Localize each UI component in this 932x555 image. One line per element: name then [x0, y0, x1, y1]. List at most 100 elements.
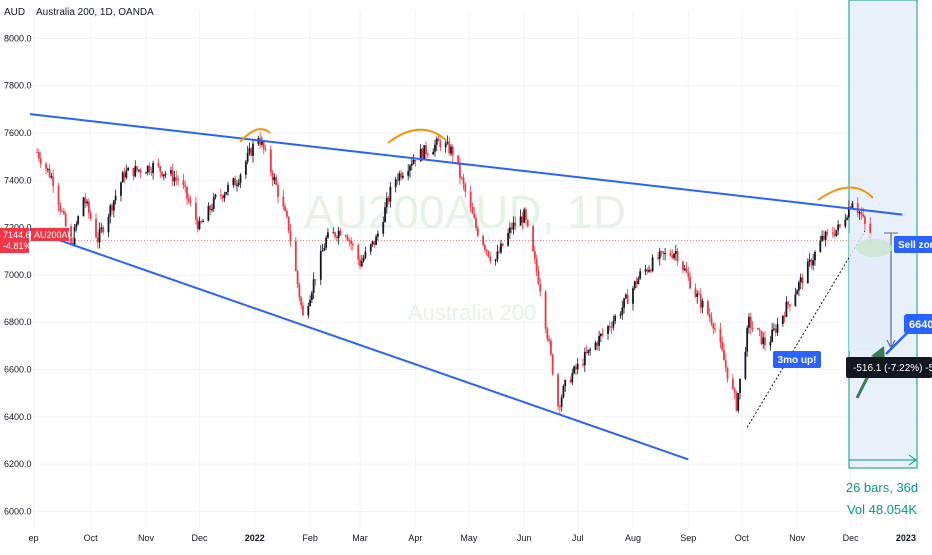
- candle-body: [523, 209, 526, 223]
- candle-body: [112, 200, 115, 211]
- top-arc-apr[interactable]: [387, 128, 447, 144]
- candle-body: [632, 288, 634, 304]
- candle-body: [851, 203, 854, 209]
- candle-body: [400, 173, 402, 178]
- candle-body: [837, 224, 840, 231]
- candle-body: [484, 245, 486, 250]
- label-3mo-up[interactable]: 3mo up!: [778, 355, 817, 366]
- candle-body: [52, 176, 55, 187]
- y-tick-label: 6600.0: [4, 365, 32, 375]
- candle-body: [724, 360, 727, 368]
- price-tag-value[interactable]: 7144.6: [3, 230, 31, 240]
- candle-body: [75, 223, 78, 228]
- candle-body: [120, 182, 122, 196]
- candle-body: [599, 333, 602, 337]
- x-tick-label: Mar: [352, 533, 368, 543]
- candle-body: [744, 351, 747, 379]
- candle-body: [275, 177, 278, 185]
- candle-body: [776, 323, 779, 333]
- candle-body: [673, 253, 675, 258]
- candle-body: [296, 271, 299, 285]
- candle-body: [498, 251, 501, 253]
- candle-body: [489, 256, 492, 262]
- candle-body: [57, 186, 60, 206]
- candle-body: [401, 175, 404, 178]
- x-tick-label: Jul: [572, 533, 584, 543]
- candle-body: [598, 336, 600, 346]
- y-tick-label: 7200.0: [4, 223, 32, 233]
- candle-body: [510, 227, 513, 230]
- candle-body: [262, 141, 265, 150]
- x-tick-label: ep: [29, 533, 39, 543]
- x-tick-label: May: [460, 533, 478, 543]
- candle-body: [376, 233, 379, 237]
- candle-body: [359, 259, 361, 267]
- x-axis[interactable]: ep Oct Nov Dec 2022 Feb Mar Apr May Jun Jul Aug Sep O…: [29, 533, 916, 543]
- candle-body: [860, 212, 863, 215]
- sell-zone-blob: [856, 239, 892, 257]
- candle-body: [200, 221, 203, 223]
- candle-body: [337, 230, 340, 239]
- currency-label: AUD: [4, 7, 25, 18]
- trendlines[interactable]: [29, 113, 903, 461]
- candle-body: [269, 149, 272, 173]
- label-sell-zone[interactable]: Sell zone!: [898, 240, 932, 251]
- candle-body: [186, 186, 188, 199]
- top-arc-jan[interactable]: [239, 128, 271, 143]
- candle-body: [371, 241, 374, 245]
- candle-body: [87, 201, 90, 213]
- candle-body: [50, 176, 53, 178]
- candle-body: [471, 206, 474, 214]
- candle-body: [198, 221, 201, 230]
- candle-body: [719, 328, 722, 343]
- candle-body: [73, 227, 76, 245]
- candle-body: [833, 234, 836, 236]
- candle-body: [121, 172, 124, 183]
- candle-body: [469, 191, 472, 207]
- top-arc-dec[interactable]: [817, 186, 874, 201]
- candle-body: [323, 247, 326, 251]
- candle-body: [682, 261, 684, 270]
- candle-body: [464, 184, 467, 192]
- candle-body: [348, 240, 351, 242]
- candle-body: [696, 293, 699, 297]
- candle-body: [162, 174, 165, 177]
- candle-body: [701, 300, 704, 308]
- candle-body: [548, 338, 551, 341]
- candle-body: [550, 340, 552, 355]
- candle-body: [314, 279, 317, 281]
- candle-body: [134, 166, 137, 177]
- symbol-tag[interactable]: AU200AUD: [34, 230, 81, 240]
- x-tick-label: 2023: [896, 533, 916, 543]
- x-tick-label: Jun: [517, 533, 532, 543]
- y-tick-label: 6800.0: [4, 317, 32, 327]
- candle-body: [539, 284, 542, 292]
- candle-body: [250, 148, 253, 156]
- candle-body: [532, 226, 534, 252]
- candle-body: [62, 211, 65, 214]
- candle-body: [844, 219, 847, 227]
- candle-body: [225, 191, 228, 195]
- measure-label[interactable]: -516.1 (-7.22%) -5161: [853, 363, 932, 374]
- candle-body: [651, 257, 654, 272]
- candle-body: [798, 282, 800, 291]
- candle-body: [385, 197, 388, 208]
- candle-body: [95, 218, 97, 238]
- candle-body: [796, 290, 799, 295]
- candles[interactable]: [36, 131, 872, 414]
- candle-body: [132, 168, 135, 177]
- candle-body: [546, 328, 549, 339]
- candle-body: [327, 232, 329, 238]
- x-tick-label: Oct: [84, 533, 99, 543]
- label-target[interactable]: 6640.1: [909, 319, 932, 331]
- y-axis[interactable]: 8000.0 7800.0 7600.0 7400.0 7200.0 7000.0 6800…: [4, 33, 32, 516]
- x-tick-label: Dec: [843, 533, 860, 543]
- candle-body: [410, 163, 413, 166]
- candle-body: [826, 231, 829, 233]
- candle-body: [182, 180, 185, 186]
- price-tag-change: -4.81%: [3, 241, 32, 251]
- candle-body: [448, 141, 451, 154]
- candle-body: [164, 173, 167, 175]
